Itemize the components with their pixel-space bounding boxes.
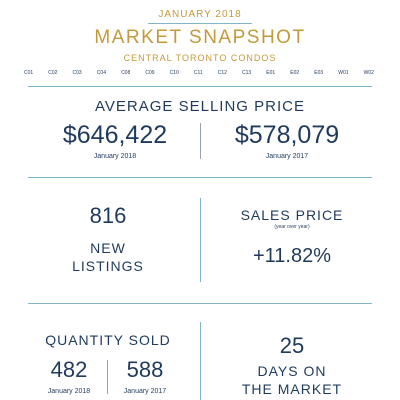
report-title: MARKET SNAPSHOT: [94, 27, 306, 48]
quantity-separator: [107, 360, 108, 394]
divider: [28, 303, 372, 304]
quantity-2017: 588: [126, 357, 164, 382]
new-listings-label-line2: LISTINGS: [72, 258, 144, 274]
days-on-market-label-line1: DAYS ON: [257, 363, 327, 379]
report-subtitle: CENTRAL TORONTO CONDOS: [123, 53, 277, 63]
district-code: E03: [314, 70, 324, 76]
district-code: C11: [193, 70, 203, 76]
district-list: C01 C02 C03 C04 C08 C09 C10 C11 C12 C13 …: [24, 70, 374, 76]
district-code: W02: [363, 70, 374, 76]
quantity-2017-label: January 2017: [123, 388, 167, 395]
district-code: C09: [145, 70, 155, 76]
avg-price-2017: $578,079: [234, 121, 340, 149]
report-month: JANUARY 2018: [158, 9, 242, 20]
district-code: W01: [338, 70, 349, 76]
divider: [28, 177, 372, 178]
column-divider: [200, 322, 201, 400]
quantity-2018-label: January 2018: [47, 388, 91, 395]
district-code: C13: [242, 70, 252, 76]
district-code: E02: [290, 70, 300, 76]
district-code: C10: [169, 70, 179, 76]
district-code: C08: [121, 70, 131, 76]
sales-price-change: +11.82%: [252, 245, 332, 267]
divider: [28, 86, 372, 87]
district-code: C03: [72, 70, 82, 76]
new-listings-label-line1: NEW: [90, 240, 126, 256]
quantity-sold-heading: QUANTITY SOLD: [45, 332, 171, 348]
district-code: E01: [266, 70, 276, 76]
sales-price-note: (year over year): [274, 224, 310, 230]
district-code: C02: [48, 70, 58, 76]
avg-price-2017-label: January 2017: [265, 153, 309, 160]
avg-price-2018: $646,422: [62, 121, 168, 149]
district-code: C04: [96, 70, 106, 76]
avg-price-heading: AVERAGE SELLING PRICE: [95, 98, 305, 115]
column-divider: [200, 198, 201, 282]
district-code: C01: [24, 70, 34, 76]
quantity-2018: 482: [50, 357, 88, 382]
month-underline: [148, 23, 252, 24]
avg-price-separator: [200, 123, 201, 159]
avg-price-2018-label: January 2018: [93, 153, 137, 160]
new-listings-count: 816: [89, 203, 127, 228]
district-code: C12: [217, 70, 227, 76]
sales-price-heading: SALES PRICE: [240, 207, 344, 223]
days-on-market-count: 25: [279, 333, 305, 358]
days-on-market-label-line2: THE MARKET: [241, 381, 343, 397]
